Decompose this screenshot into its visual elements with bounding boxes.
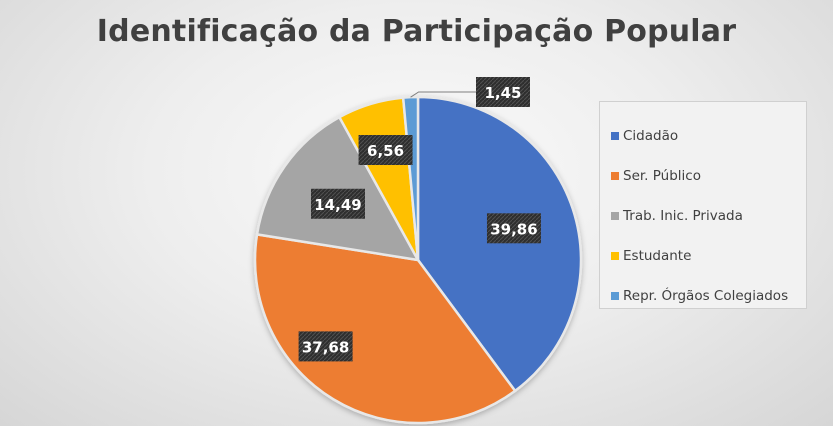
data-label: 37,68 [302,338,349,356]
data-label: 39,86 [490,220,537,238]
data-label-box [486,213,541,244]
data-label: 6,56 [367,142,404,160]
legend-label: Estudante [623,248,692,264]
legend-item: Cidadão [600,116,806,156]
legend-label: Trab. Inic. Privada [623,208,743,224]
legend-swatch [611,132,619,140]
legend-swatch [611,252,619,260]
data-label: 14,49 [314,196,361,214]
legend-swatch [611,292,619,300]
data-label-box [358,135,413,166]
legend-item: Estudante [600,236,806,276]
data-label-box [476,77,530,107]
pie-slice-2 [255,115,421,262]
legend-item: Ser. Público [600,156,806,196]
pie-slice-1 [253,232,517,425]
legend-label: Ser. Público [623,168,701,184]
legend: Cidadão Ser. Público Trab. Inic. Privada Es… [599,101,807,309]
legend-label: Repr. Órgãos Colegiados [623,288,789,304]
data-label-box [310,188,365,219]
legend-item: Trab. Inic. Privada [600,196,806,236]
legend-swatch [611,172,619,180]
chart-title: Identificação da Participação Popular [96,14,737,49]
data-label: 1,45 [484,84,521,102]
legend-label: Cidadão [623,128,679,144]
legend-item: Repr. Órgãos Colegiados [600,276,806,316]
pie-slice-0 [416,95,583,393]
data-label-box [298,331,353,362]
callout-line [410,91,479,98]
legend-swatch [611,212,619,220]
